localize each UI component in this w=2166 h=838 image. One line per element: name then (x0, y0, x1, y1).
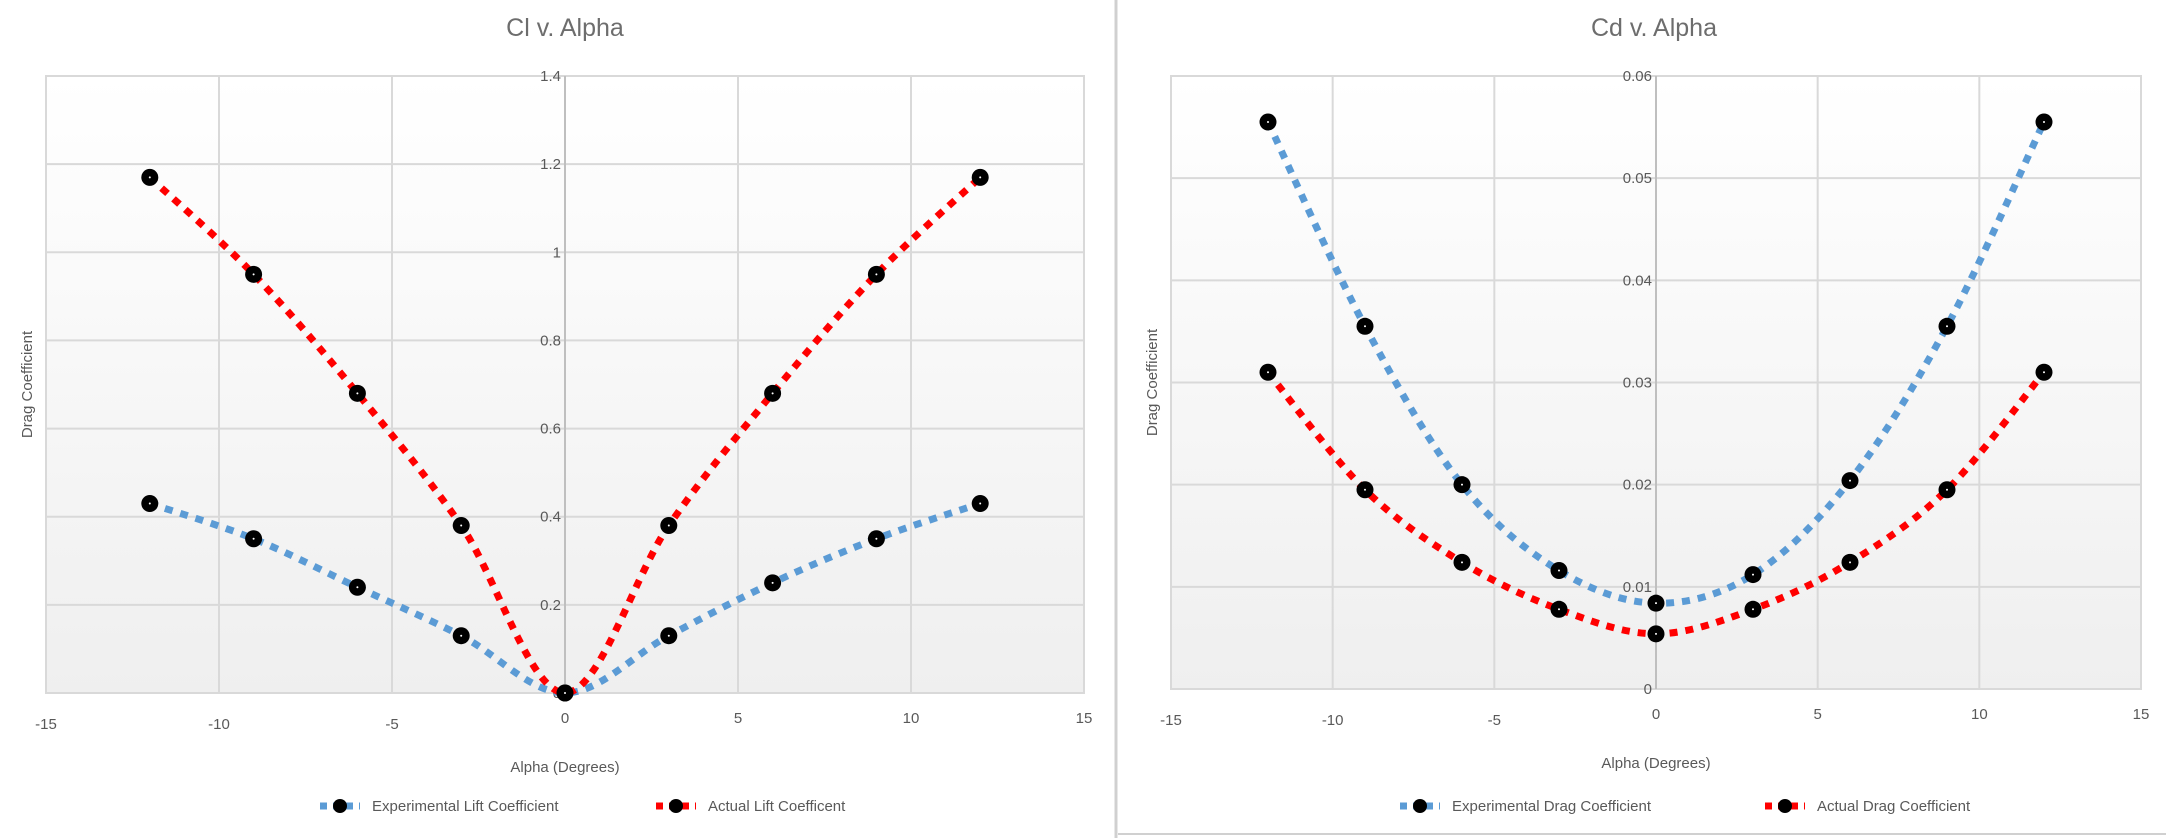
y-tick-label: 0.02 (1623, 477, 1652, 494)
x-tick-label: 0 (1652, 706, 1660, 723)
chart-title: Cl v. Alpha (506, 14, 624, 42)
data-point-center (979, 176, 982, 179)
x-tick-label: 5 (734, 710, 742, 727)
y-tick-label: 1.4 (540, 68, 561, 85)
y-tick-label: 0.6 (540, 421, 561, 438)
series-line-experimental (148, 500, 982, 697)
x-tick-label: -5 (1488, 712, 1501, 729)
y-tick-label: 0.8 (540, 332, 561, 349)
legend-label: Actual Lift Coefficent (708, 798, 846, 815)
legend-marker (1778, 799, 1792, 813)
data-point-center (1946, 488, 1948, 491)
legend-marker (1413, 799, 1427, 813)
data-point-center (252, 273, 255, 276)
data-point-center (2043, 120, 2045, 123)
data-point-center (875, 273, 878, 276)
data-point-center (1655, 632, 1657, 635)
y-tick-label: 1 (553, 244, 561, 261)
chart-cl-v-alpha: Cl v. Alpha00.20.40.60.811.21.4-15-10-50… (19, 14, 1092, 815)
legend-label: Experimental Drag Coefficient (1452, 798, 1652, 815)
x-tick-label: -15 (1160, 712, 1182, 729)
data-point-center (252, 537, 255, 540)
data-point-center (1655, 602, 1657, 605)
data-point-center (979, 502, 982, 505)
x-tick-label: 0 (561, 710, 569, 727)
data-point-center (1461, 483, 1463, 486)
chart-cd-v-alpha: Cd v. Alpha 0 0.01 0.02 0.03 0.04 0.05 0.06 -15 -… (1144, 14, 2149, 815)
data-point-center (460, 524, 463, 527)
x-tick-label: -15 (35, 716, 57, 733)
y-tick-label: 0.2 (540, 597, 561, 614)
data-point-center (1267, 120, 1269, 123)
data-point-center (564, 692, 566, 694)
data-point-center (1364, 325, 1366, 328)
y-tick-label: 0 (1644, 681, 1652, 698)
y-tick-label: 0.03 (1623, 375, 1652, 392)
x-tick-label: 5 (1813, 706, 1821, 723)
x-tick-label: 15 (1076, 710, 1093, 727)
data-point-center (667, 524, 670, 527)
legend-marker (333, 799, 347, 813)
legend-marker (669, 799, 683, 813)
x-axis-label: Alpha (Degrees) (510, 759, 619, 776)
y-tick-label: 0.01 (1623, 579, 1652, 596)
data-point-center (1752, 573, 1754, 576)
data-point-center (148, 176, 151, 179)
data-point-center (1752, 608, 1754, 611)
y-tick-label: 0.06 (1623, 68, 1652, 85)
data-point-center (1558, 608, 1560, 611)
x-axis-label: Alpha (Degrees) (1601, 755, 1710, 772)
data-point-center (771, 392, 774, 395)
data-point-center (356, 392, 359, 395)
x-tick-label: 10 (903, 710, 920, 727)
legend-label: Experimental Lift Coefficient (372, 798, 559, 815)
y-tick-label: 0.4 (540, 509, 561, 526)
data-point-center (1849, 561, 1851, 564)
data-point-center (356, 586, 359, 589)
data-point-center (771, 581, 774, 584)
data-point-center (1849, 479, 1851, 482)
data-point-center (1558, 569, 1560, 572)
data-point-center (1267, 371, 1269, 374)
y-axis-label: Drag Coefficient (19, 330, 36, 438)
data-point-center (875, 537, 878, 540)
data-point-center (667, 634, 670, 637)
data-point-center (1364, 488, 1366, 491)
y-axis-label: Drag Coefficient (1144, 328, 1161, 436)
x-tick-label: -10 (1322, 712, 1344, 729)
data-point-center (1946, 325, 1948, 328)
data-point-center (460, 634, 463, 637)
y-tick-label: 0.05 (1623, 170, 1652, 187)
legend-label: Actual Drag Coefficient (1817, 798, 1971, 815)
y-tick-label: 0.04 (1623, 272, 1652, 289)
x-tick-label: 15 (2133, 706, 2150, 723)
x-tick-label: -10 (208, 716, 230, 733)
chart-title: Cd v. Alpha (1591, 14, 1717, 42)
data-point-center (1461, 561, 1463, 564)
data-point-center (2043, 371, 2045, 374)
y-tick-label: 1.2 (540, 156, 561, 173)
x-tick-label: 10 (1971, 706, 1988, 723)
data-point-center (148, 502, 151, 505)
x-tick-label: -5 (385, 716, 398, 733)
